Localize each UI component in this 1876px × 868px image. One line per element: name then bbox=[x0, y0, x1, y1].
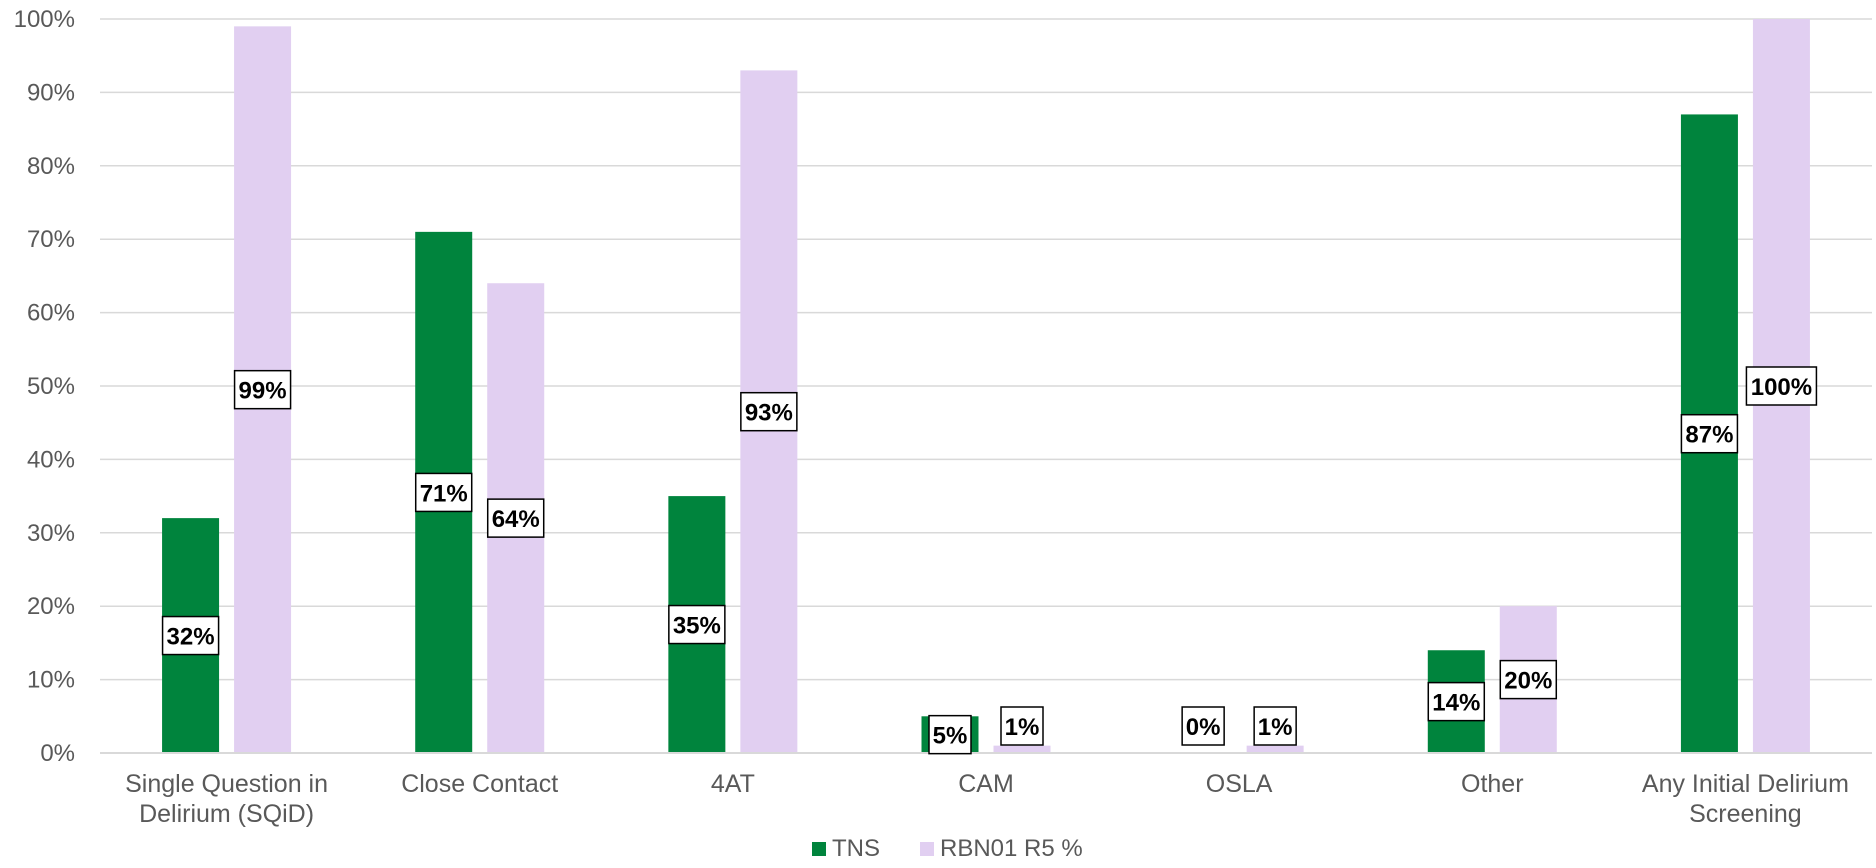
y-tick-label: 60% bbox=[27, 300, 75, 327]
data-label: 5% bbox=[933, 723, 968, 750]
data-labels: 32% 71% 35% 5% 0% 14% 87% 99% 64% 93% 1% 1% 20% 100% bbox=[161, 366, 1818, 755]
x-tick-label: 4AT bbox=[711, 770, 755, 798]
x-tick-label: Screening bbox=[1689, 800, 1802, 828]
x-tick-label: CAM bbox=[958, 770, 1014, 798]
legend-label-tns: TNS bbox=[832, 835, 880, 862]
y-tick-label: 100% bbox=[14, 6, 75, 33]
x-tick-label: Single Question in bbox=[125, 770, 328, 798]
legend-swatch-tns bbox=[812, 842, 826, 856]
data-label: 100% bbox=[1751, 374, 1812, 401]
data-label: 1% bbox=[1005, 714, 1040, 741]
y-tick-label: 30% bbox=[27, 520, 75, 547]
data-label: 32% bbox=[167, 624, 215, 651]
data-label: 93% bbox=[745, 400, 793, 427]
data-label: 0% bbox=[1186, 714, 1221, 741]
data-label-box bbox=[161, 615, 220, 656]
data-label: 87% bbox=[1685, 422, 1733, 449]
data-label: 71% bbox=[420, 480, 468, 507]
data-label-box bbox=[668, 604, 726, 645]
data-label-box bbox=[1000, 706, 1044, 746]
data-label-box bbox=[1427, 681, 1486, 722]
data-label: 1% bbox=[1258, 714, 1293, 741]
x-tick-label: OSLA bbox=[1206, 770, 1273, 798]
y-tick-label: 80% bbox=[27, 153, 75, 180]
data-label-box bbox=[414, 472, 473, 513]
y-tick-label: 50% bbox=[27, 373, 75, 400]
data-label-box bbox=[1499, 659, 1558, 700]
y-axis-tick-labels: 0% 10% 20% 30% 40% 50% 60% 70% 80% 90% 100% bbox=[14, 6, 75, 767]
gridlines bbox=[100, 18, 1872, 681]
data-label-box bbox=[1745, 366, 1818, 406]
y-tick-label: 70% bbox=[27, 226, 75, 253]
y-tick-label: 0% bbox=[40, 740, 75, 767]
x-tick-label: Delirium (SQiD) bbox=[139, 800, 314, 828]
data-label-box bbox=[486, 498, 545, 538]
data-label: 35% bbox=[673, 613, 721, 640]
legend-swatch-rbn01 bbox=[920, 842, 934, 856]
data-label: 99% bbox=[239, 378, 287, 405]
legend: TNS RBN01 R5 % bbox=[812, 835, 1083, 862]
data-label-box bbox=[1181, 706, 1225, 746]
data-label-box bbox=[1253, 706, 1297, 746]
y-tick-label: 40% bbox=[27, 446, 75, 473]
data-label-box bbox=[928, 714, 972, 755]
data-label: 20% bbox=[1504, 668, 1552, 695]
y-tick-label: 10% bbox=[27, 667, 75, 694]
x-tick-label: Other bbox=[1461, 770, 1524, 798]
data-label: 14% bbox=[1432, 690, 1480, 717]
data-label-box bbox=[740, 391, 798, 432]
y-tick-label: 90% bbox=[27, 79, 75, 106]
bar-rbn01-3 bbox=[993, 745, 1051, 753]
data-label-box bbox=[233, 369, 292, 410]
legend-label-rbn01: RBN01 R5 % bbox=[940, 835, 1083, 862]
x-tick-label: Close Contact bbox=[401, 770, 558, 798]
y-tick-label: 20% bbox=[27, 593, 75, 620]
data-label-box bbox=[1680, 413, 1739, 454]
data-label: 64% bbox=[492, 506, 540, 533]
bar-rbn01-4 bbox=[1246, 745, 1304, 753]
x-tick-label: Any Initial Delirium bbox=[1642, 770, 1849, 798]
